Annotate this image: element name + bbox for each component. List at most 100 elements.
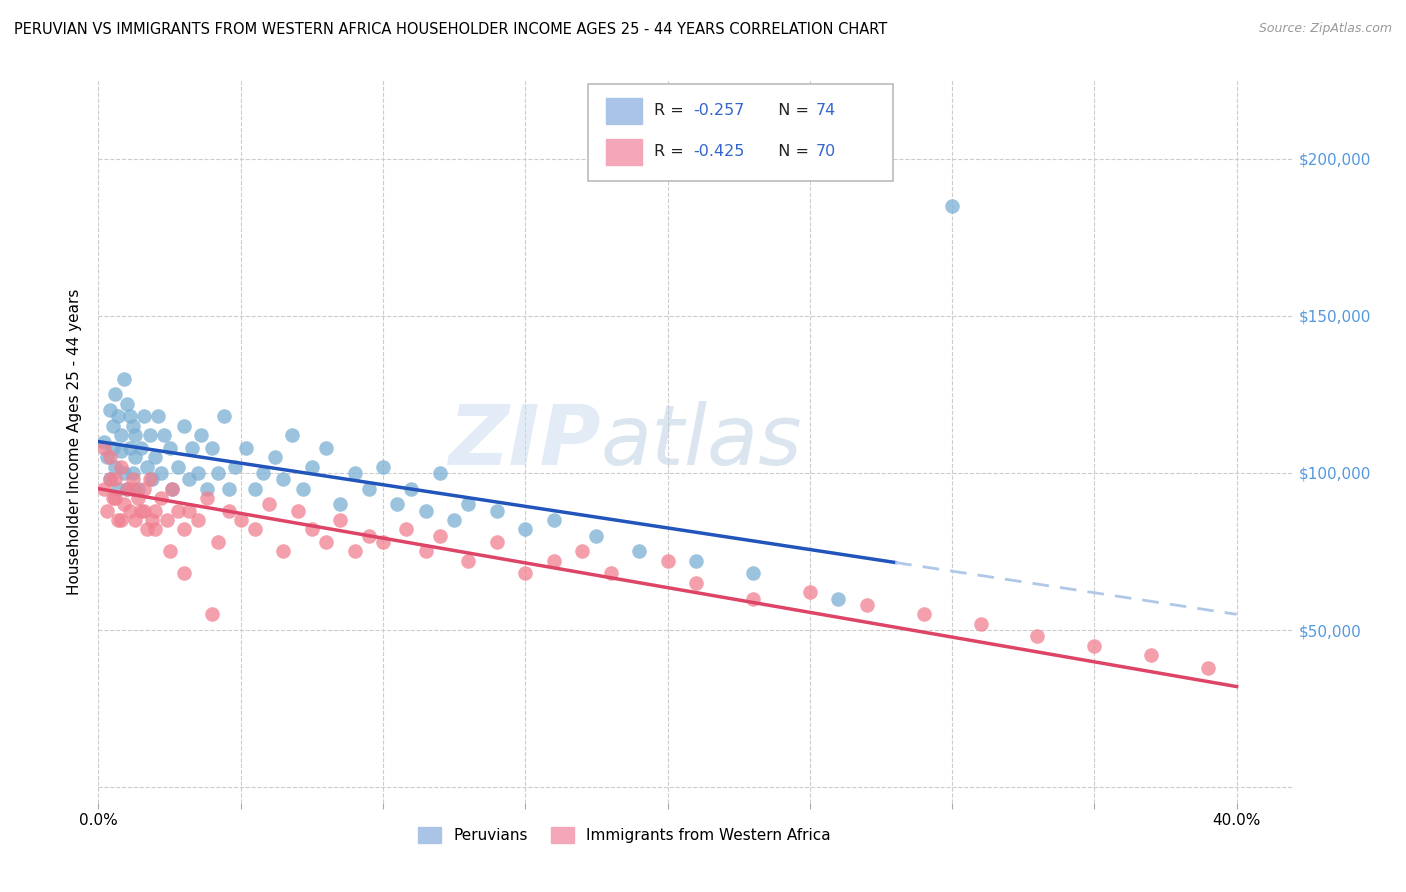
Point — [138, 472, 160, 486]
Point — [287, 503, 309, 517]
Point — [98, 450, 121, 465]
Point — [127, 491, 149, 505]
Point — [162, 482, 184, 496]
Point — [543, 513, 565, 527]
Point — [657, 554, 679, 568]
Point — [167, 503, 190, 517]
Point — [628, 544, 651, 558]
Point — [141, 513, 163, 527]
Point — [162, 482, 184, 496]
Point — [107, 409, 129, 424]
Point — [281, 428, 304, 442]
Text: -0.425: -0.425 — [693, 145, 745, 160]
Point — [585, 529, 607, 543]
Point — [252, 466, 274, 480]
Point — [429, 529, 451, 543]
Point — [101, 441, 124, 455]
Point — [181, 441, 204, 455]
Point — [115, 397, 138, 411]
Point — [96, 450, 118, 465]
Point — [292, 482, 315, 496]
Point — [243, 523, 266, 537]
Point — [132, 482, 155, 496]
Point — [173, 523, 195, 537]
Point — [301, 523, 323, 537]
Point — [104, 472, 127, 486]
Point — [343, 466, 366, 480]
Point — [179, 472, 201, 486]
Point — [96, 503, 118, 517]
Point — [685, 575, 707, 590]
Point — [138, 428, 160, 442]
Point — [741, 566, 763, 581]
Point — [110, 513, 132, 527]
Point — [855, 598, 877, 612]
Bar — [606, 139, 643, 165]
Point — [129, 503, 152, 517]
Point — [124, 513, 146, 527]
Point — [229, 513, 252, 527]
Text: Source: ZipAtlas.com: Source: ZipAtlas.com — [1258, 22, 1392, 36]
Text: 70: 70 — [815, 145, 835, 160]
Point — [115, 482, 138, 496]
Point — [401, 482, 423, 496]
Point — [207, 466, 229, 480]
Point — [485, 535, 508, 549]
Point — [357, 482, 380, 496]
Point — [118, 503, 141, 517]
Point — [112, 466, 135, 480]
Point — [415, 544, 437, 558]
Point — [1140, 648, 1163, 662]
Point — [1197, 661, 1219, 675]
Point — [599, 566, 621, 581]
Point — [112, 497, 135, 511]
Point — [371, 459, 394, 474]
Point — [121, 466, 143, 480]
Text: -0.257: -0.257 — [693, 103, 745, 118]
Point — [118, 409, 141, 424]
Point — [93, 482, 115, 496]
Point — [195, 482, 218, 496]
Point — [515, 523, 537, 537]
Legend: Peruvians, Immigrants from Western Africa: Peruvians, Immigrants from Western Afric… — [412, 822, 837, 849]
Text: N =: N = — [768, 145, 814, 160]
Point — [224, 459, 246, 474]
Point — [543, 554, 565, 568]
Point — [93, 441, 115, 455]
Point — [159, 441, 181, 455]
Point — [1083, 639, 1105, 653]
Point — [179, 503, 201, 517]
Point — [301, 459, 323, 474]
Y-axis label: Householder Income Ages 25 - 44 years: Householder Income Ages 25 - 44 years — [67, 288, 83, 595]
Point — [218, 482, 240, 496]
Point — [429, 466, 451, 480]
Point — [129, 441, 152, 455]
Point — [485, 503, 508, 517]
Point — [132, 409, 155, 424]
Point — [827, 591, 849, 606]
Point — [101, 491, 124, 505]
Point — [741, 591, 763, 606]
Point — [121, 472, 143, 486]
Point — [190, 428, 212, 442]
Point — [1026, 629, 1049, 643]
Point — [98, 472, 121, 486]
Point — [218, 503, 240, 517]
Text: ZIP: ZIP — [447, 401, 600, 482]
Text: R =: R = — [654, 103, 689, 118]
Point — [257, 497, 280, 511]
Point — [124, 450, 146, 465]
Point — [571, 544, 593, 558]
Point — [148, 409, 170, 424]
Point — [124, 428, 146, 442]
Point — [201, 607, 224, 622]
Point — [457, 497, 479, 511]
Point — [101, 418, 124, 433]
Point — [273, 472, 295, 486]
Point — [195, 491, 218, 505]
Point — [912, 607, 935, 622]
Point — [187, 513, 209, 527]
Point — [132, 503, 155, 517]
Point — [135, 459, 157, 474]
Point — [395, 523, 418, 537]
